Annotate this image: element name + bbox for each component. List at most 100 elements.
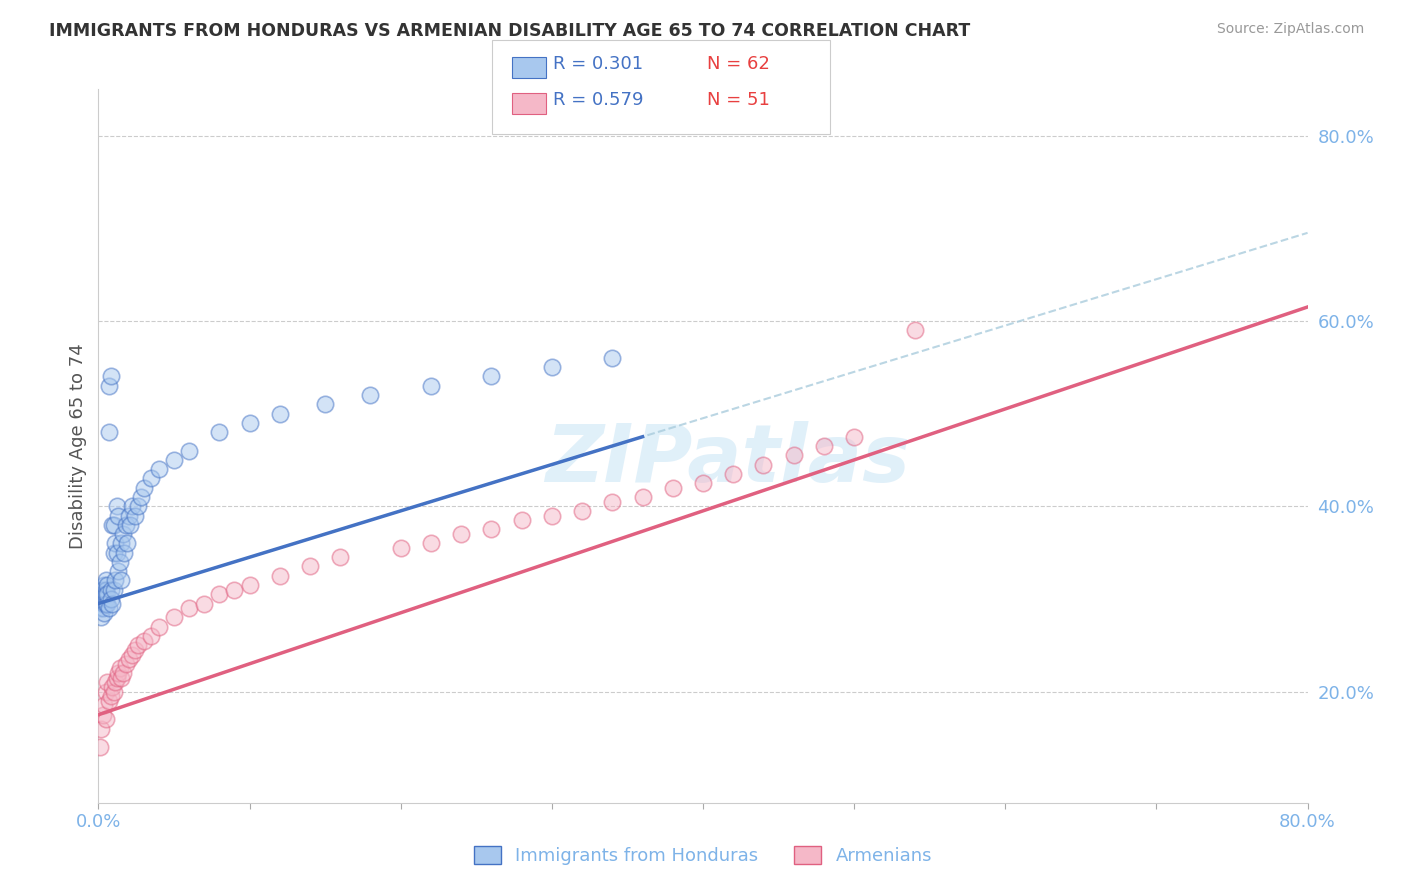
- Point: [94, 712, 117, 726]
- Point: [389, 541, 412, 555]
- Point: [132, 481, 155, 495]
- Point: [141, 629, 163, 643]
- Point: [752, 458, 775, 472]
- Point: [420, 378, 443, 392]
- Point: [163, 453, 186, 467]
- Point: [101, 680, 124, 694]
- Text: N = 62: N = 62: [707, 55, 770, 73]
- Point: [91, 601, 114, 615]
- Point: [93, 698, 115, 713]
- Point: [239, 578, 262, 592]
- Text: R = 0.301: R = 0.301: [553, 55, 643, 73]
- Point: [98, 378, 121, 392]
- Point: [98, 425, 121, 439]
- Point: [105, 500, 128, 514]
- Point: [108, 661, 131, 675]
- Point: [208, 587, 231, 601]
- Point: [90, 610, 112, 624]
- Point: [360, 388, 382, 402]
- Point: [114, 517, 136, 532]
- Point: [100, 591, 122, 606]
- Point: [107, 666, 129, 681]
- Point: [571, 504, 593, 518]
- Point: [631, 490, 654, 504]
- Point: [90, 582, 112, 597]
- Point: [101, 517, 124, 532]
- Point: [96, 597, 118, 611]
- Point: [481, 523, 503, 537]
- Point: [98, 694, 121, 708]
- Point: [114, 657, 136, 671]
- Point: [110, 574, 132, 588]
- Point: [110, 671, 132, 685]
- Point: [105, 545, 128, 559]
- Point: [111, 666, 134, 681]
- Point: [94, 574, 117, 588]
- Point: [239, 416, 262, 430]
- Text: IMMIGRANTS FROM HONDURAS VS ARMENIAN DISABILITY AGE 65 TO 74 CORRELATION CHART: IMMIGRANTS FROM HONDURAS VS ARMENIAN DIS…: [49, 22, 970, 40]
- Text: ZIPatlas: ZIPatlas: [544, 421, 910, 500]
- Point: [100, 690, 122, 704]
- Point: [107, 508, 129, 523]
- Point: [96, 675, 118, 690]
- Point: [179, 443, 201, 458]
- Point: [94, 582, 117, 597]
- Point: [89, 601, 111, 615]
- Point: [602, 351, 624, 365]
- Point: [96, 578, 118, 592]
- Point: [93, 587, 115, 601]
- Point: [844, 430, 866, 444]
- Point: [692, 476, 714, 491]
- Point: [510, 513, 533, 527]
- Point: [141, 471, 163, 485]
- Point: [108, 555, 131, 569]
- Point: [540, 360, 562, 375]
- Point: [224, 582, 246, 597]
- Point: [118, 652, 141, 666]
- Point: [93, 578, 115, 592]
- Point: [98, 601, 121, 615]
- Point: [110, 536, 132, 550]
- Point: [420, 536, 443, 550]
- Point: [103, 684, 125, 698]
- Point: [112, 545, 135, 559]
- Point: [103, 582, 125, 597]
- Point: [314, 397, 336, 411]
- Point: [193, 597, 215, 611]
- Point: [179, 601, 201, 615]
- Point: [91, 707, 114, 722]
- Point: [107, 564, 129, 578]
- Point: [100, 582, 122, 597]
- Point: [93, 606, 115, 620]
- Point: [124, 508, 146, 523]
- Point: [269, 568, 291, 582]
- Text: R = 0.579: R = 0.579: [553, 91, 643, 109]
- Point: [208, 425, 231, 439]
- Text: N = 51: N = 51: [707, 91, 770, 109]
- Point: [124, 643, 146, 657]
- Point: [148, 620, 170, 634]
- Point: [90, 722, 112, 736]
- Point: [540, 508, 562, 523]
- Y-axis label: Disability Age 65 to 74: Disability Age 65 to 74: [69, 343, 87, 549]
- Point: [450, 527, 472, 541]
- Point: [101, 597, 124, 611]
- Point: [661, 481, 683, 495]
- Point: [94, 587, 117, 601]
- Point: [163, 610, 186, 624]
- Point: [904, 323, 927, 337]
- Legend: Immigrants from Honduras, Armenians: Immigrants from Honduras, Armenians: [467, 838, 939, 872]
- Point: [93, 597, 115, 611]
- Point: [121, 648, 143, 662]
- Point: [96, 587, 118, 601]
- Point: [104, 675, 127, 690]
- Point: [723, 467, 745, 481]
- Point: [94, 591, 117, 606]
- Point: [783, 448, 806, 462]
- Point: [127, 638, 149, 652]
- Point: [115, 536, 138, 550]
- Point: [329, 550, 352, 565]
- Point: [813, 439, 835, 453]
- Point: [94, 597, 117, 611]
- Point: [103, 517, 125, 532]
